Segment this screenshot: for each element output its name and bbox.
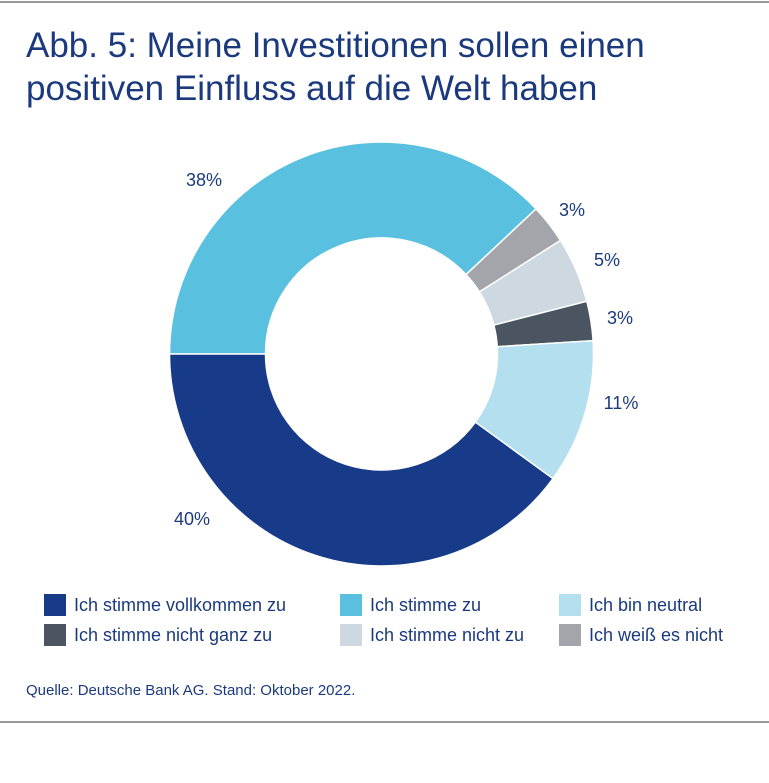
chart-title: Abb. 5: Meine Investitionen sollen einen… — [26, 26, 645, 108]
legend-label: Ich stimme zu — [370, 594, 482, 615]
legend-item: Ich weiß es nicht — [559, 624, 723, 646]
legend-label: Ich stimme nicht zu — [370, 624, 525, 645]
top-rule — [0, 1, 769, 3]
legend-item: Ich stimme zu — [340, 594, 481, 616]
slice-ich-stimme-vollkommen-zu — [168, 353, 555, 567]
legend-label: Ich bin neutral — [589, 594, 703, 615]
data-label: 40% — [174, 509, 210, 529]
legend-swatch — [340, 594, 362, 616]
legend-swatch — [44, 594, 66, 616]
legend-swatch — [559, 594, 581, 616]
legend-label: Ich stimme nicht ganz zu — [74, 624, 273, 645]
data-label: 3% — [559, 200, 585, 220]
legend-item: Ich stimme nicht ganz zu — [44, 624, 272, 646]
legend-swatch — [44, 624, 66, 646]
data-label: 3% — [607, 308, 633, 328]
slice-ich-stimme-zu — [168, 141, 538, 355]
legend-swatch — [340, 624, 362, 646]
source-note: Quelle: Deutsche Bank AG. Stand: Oktober… — [26, 682, 356, 699]
data-label: 5% — [594, 250, 620, 270]
legend-item: Ich stimme nicht zu — [340, 624, 524, 646]
legend-swatch — [559, 624, 581, 646]
legend-item: Ich stimme vollkommen zu — [44, 594, 286, 616]
bottom-rule — [0, 721, 769, 723]
legend-label: Ich weiß es nicht — [589, 624, 724, 645]
legend-item: Ich bin neutral — [559, 594, 702, 616]
legend-label: Ich stimme vollkommen zu — [74, 594, 287, 615]
data-label: 38% — [186, 170, 222, 190]
data-label: 11% — [604, 393, 639, 413]
